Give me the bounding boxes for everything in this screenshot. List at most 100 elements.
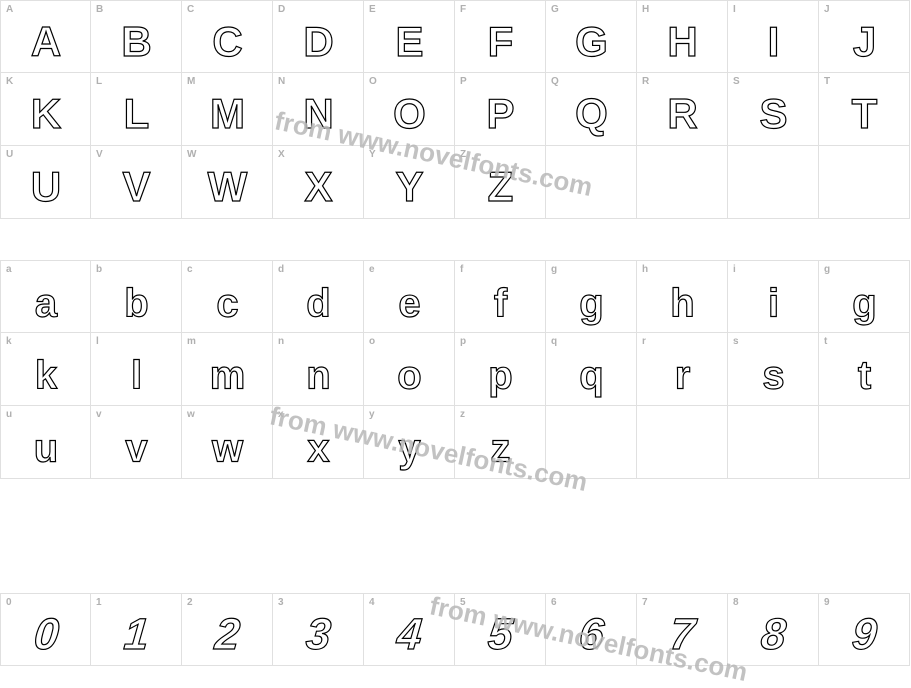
glyph-label: 3 <box>278 597 284 608</box>
glyph-display: Q <box>575 90 607 138</box>
glyph-label: h <box>642 264 648 275</box>
glyph-display: J <box>853 17 875 65</box>
glyph-label: c <box>187 264 193 275</box>
glyph-display: g <box>852 281 875 326</box>
glyph-display: n <box>306 353 329 398</box>
glyph-cell: 22 <box>182 593 273 666</box>
glyph-label: v <box>96 409 102 420</box>
glyph-cell: II <box>728 0 819 73</box>
glyph-label: p <box>460 336 466 347</box>
glyph-label: O <box>369 76 377 87</box>
glyph-display: K <box>31 90 60 138</box>
glyph-display: o <box>397 353 420 398</box>
glyph-cell: gg <box>546 260 637 333</box>
glyph-label: t <box>824 336 827 347</box>
glyph-label: U <box>6 149 13 160</box>
glyph-display: 3 <box>304 610 332 660</box>
glyph-display: Y <box>395 163 422 211</box>
glyph-cell: 33 <box>273 593 364 666</box>
glyph-display: m <box>210 353 245 398</box>
glyph-cell: uu <box>0 406 91 479</box>
glyph-display: 0 <box>32 610 60 660</box>
glyph-cell <box>819 406 910 479</box>
glyph-display: z <box>491 426 510 471</box>
glyph-label: d <box>278 264 284 275</box>
glyph-display: h <box>670 281 693 326</box>
glyph-label: 8 <box>733 597 739 608</box>
glyph-label: i <box>733 264 736 275</box>
glyph-display: N <box>303 90 332 138</box>
glyph-label: u <box>6 409 12 420</box>
glyph-display: 9 <box>850 610 878 660</box>
glyph-cell: yy <box>364 406 455 479</box>
glyph-label: b <box>96 264 102 275</box>
glyph-cell: SS <box>728 73 819 146</box>
glyph-cell: 77 <box>637 593 728 666</box>
glyph-display: 8 <box>759 610 787 660</box>
glyph-cell: WW <box>182 146 273 219</box>
glyph-cell: TT <box>819 73 910 146</box>
glyph-display: t <box>858 353 870 398</box>
glyph-label: F <box>460 4 466 15</box>
glyph-display: X <box>304 163 331 211</box>
glyph-display: a <box>35 281 56 326</box>
glyph-cell: UU <box>0 146 91 219</box>
glyph-label: 1 <box>96 597 102 608</box>
glyph-label: g <box>551 264 557 275</box>
glyph-cell: mm <box>182 333 273 406</box>
glyph-label: X <box>278 149 285 160</box>
glyph-display: c <box>216 281 237 326</box>
glyph-label: W <box>187 149 196 160</box>
glyph-label: J <box>824 4 830 15</box>
glyph-cell: ZZ <box>455 146 546 219</box>
glyph-display: v <box>125 426 146 471</box>
glyph-cell: nn <box>273 333 364 406</box>
glyph-label: T <box>824 76 830 87</box>
glyph-cell <box>728 406 819 479</box>
glyph-cell: ww <box>182 406 273 479</box>
glyph-label: S <box>733 76 740 87</box>
glyph-display: q <box>579 353 602 398</box>
glyph-label: 0 <box>6 597 12 608</box>
glyph-cell: xx <box>273 406 364 479</box>
glyph-label: A <box>6 4 13 15</box>
glyph-cell: 00 <box>0 593 91 666</box>
glyph-cell: NN <box>273 73 364 146</box>
glyph-cell: kk <box>0 333 91 406</box>
glyph-cell <box>637 406 728 479</box>
glyph-cell <box>546 146 637 219</box>
glyph-cell: gg <box>819 260 910 333</box>
glyph-cell: OO <box>364 73 455 146</box>
glyph-cell <box>819 146 910 219</box>
glyph-label: a <box>6 264 12 275</box>
glyph-display: D <box>303 17 332 65</box>
glyph-label: e <box>369 264 375 275</box>
glyph-display: y <box>398 426 419 471</box>
glyph-display: 2 <box>213 610 241 660</box>
glyph-label: x <box>278 409 284 420</box>
glyph-display: 5 <box>486 610 514 660</box>
glyph-display: u <box>34 426 57 471</box>
glyph-cell: aa <box>0 260 91 333</box>
glyph-cell: VV <box>91 146 182 219</box>
glyph-label: r <box>642 336 646 347</box>
glyph-label: 9 <box>824 597 830 608</box>
glyph-display: W <box>208 163 247 211</box>
glyph-cell: tt <box>819 333 910 406</box>
glyph-cell: YY <box>364 146 455 219</box>
glyph-label: L <box>96 76 102 87</box>
glyph-display: 6 <box>577 610 605 660</box>
glyph-cell: 66 <box>546 593 637 666</box>
glyph-label: y <box>369 409 375 420</box>
glyph-display: 1 <box>122 610 150 660</box>
glyph-cell: MM <box>182 73 273 146</box>
glyph-cell: AA <box>0 0 91 73</box>
glyph-cell: CC <box>182 0 273 73</box>
glyph-display: S <box>759 90 786 138</box>
glyph-cell: zz <box>455 406 546 479</box>
glyph-label: N <box>278 76 285 87</box>
glyph-display: r <box>675 353 690 398</box>
glyph-cell: hh <box>637 260 728 333</box>
glyph-label: E <box>369 4 376 15</box>
glyph-label: k <box>6 336 12 347</box>
